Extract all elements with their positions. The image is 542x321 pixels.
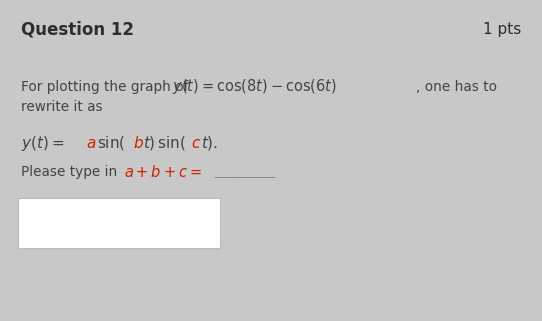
Text: Question 12: Question 12: [21, 21, 133, 39]
Text: $a$: $a$: [86, 135, 96, 151]
Text: , one has to: , one has to: [416, 80, 497, 94]
Text: Please type in: Please type in: [21, 165, 121, 179]
Text: $b$: $b$: [133, 135, 144, 151]
Text: For plotting the graph of: For plotting the graph of: [21, 80, 192, 94]
Text: $y(t) =$: $y(t) =$: [21, 134, 64, 152]
Text: $t).$: $t).$: [201, 134, 218, 152]
Text: $c$: $c$: [191, 135, 201, 151]
Text: $\mathrm{sin}($: $\mathrm{sin}($: [97, 134, 126, 152]
Text: __________: __________: [214, 166, 275, 178]
Text: rewrite it as: rewrite it as: [21, 100, 102, 114]
Text: 1 pts: 1 pts: [483, 22, 521, 37]
Text: $a+b+c=$: $a+b+c=$: [124, 164, 201, 180]
Text: $t)\,\mathrm{sin}($: $t)\,\mathrm{sin}($: [143, 134, 186, 152]
Text: $y(t) = \cos(8t) - \cos(6t)$: $y(t) = \cos(8t) - \cos(6t)$: [172, 77, 337, 97]
